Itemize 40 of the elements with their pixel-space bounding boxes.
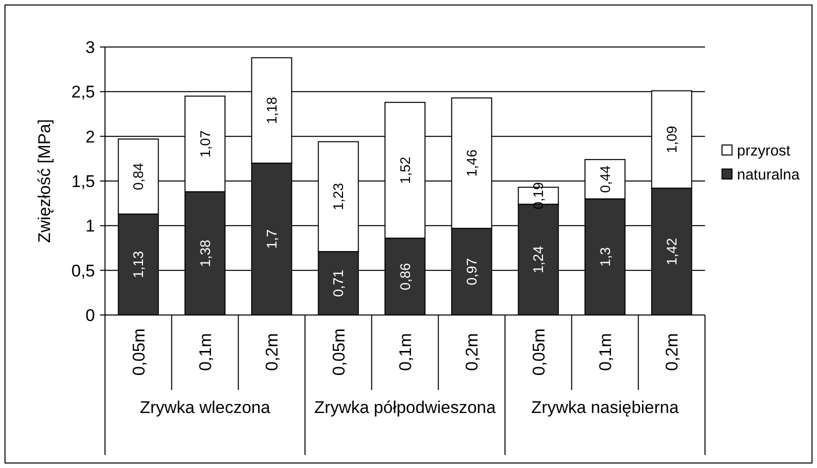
- x-tick-label: 0,1m: [396, 333, 415, 371]
- data-label: 0,97: [464, 258, 480, 286]
- x-tick-label: 0,05m: [329, 328, 348, 376]
- data-label: 1,18: [264, 96, 280, 124]
- data-label: 1,52: [396, 156, 413, 184]
- y-tick-label: 0: [86, 306, 95, 325]
- x-tick-label: 0,05m: [129, 328, 148, 376]
- x-tick-label: 0,1m: [596, 333, 615, 371]
- x-tick-label: 0,1m: [196, 333, 215, 371]
- y-tick-label: 2,5: [71, 82, 95, 102]
- data-label: 0,44: [596, 165, 613, 193]
- data-label: 0,84: [130, 162, 146, 190]
- x-tick-label: 0,2m: [462, 333, 482, 371]
- data-label: 0,71: [330, 269, 346, 297]
- y-tick-label: 1: [86, 216, 95, 236]
- x-tick-label: 0,2m: [662, 333, 682, 371]
- data-label: 1,09: [664, 126, 680, 154]
- text: Zrywka wleczona: [140, 398, 271, 417]
- x-tick-label: 0,2m: [262, 333, 282, 371]
- data-label: 0,86: [396, 262, 413, 290]
- y-tick-label: 3: [86, 38, 95, 57]
- text: Zrywka nasiębierna: [531, 398, 680, 417]
- x-tick-label: 0,05m: [529, 328, 548, 376]
- data-label: 1,7: [264, 229, 280, 249]
- data-label: 1,24: [530, 246, 546, 274]
- y-tick-label: 0,5: [71, 261, 95, 280]
- data-label: 1,23: [330, 182, 346, 210]
- data-label: 0,19: [530, 182, 546, 210]
- y-tick-label: 1,5: [71, 172, 95, 191]
- data-label: 1,07: [196, 130, 213, 158]
- data-label: 1,13: [130, 250, 146, 278]
- y-axis-title: Zwięzłość [MPa]: [35, 119, 54, 243]
- data-label: 1,3: [596, 246, 613, 267]
- legend-label: naturalna: [737, 166, 800, 184]
- data-label: 1,42: [664, 238, 680, 266]
- data-label: 1,38: [196, 240, 213, 267]
- y-tick-label: 2: [86, 127, 95, 146]
- data-label: 1,46: [464, 149, 480, 177]
- legend-label: przyrost: [737, 142, 792, 160]
- text: Zrywka półpodwieszona: [314, 398, 496, 417]
